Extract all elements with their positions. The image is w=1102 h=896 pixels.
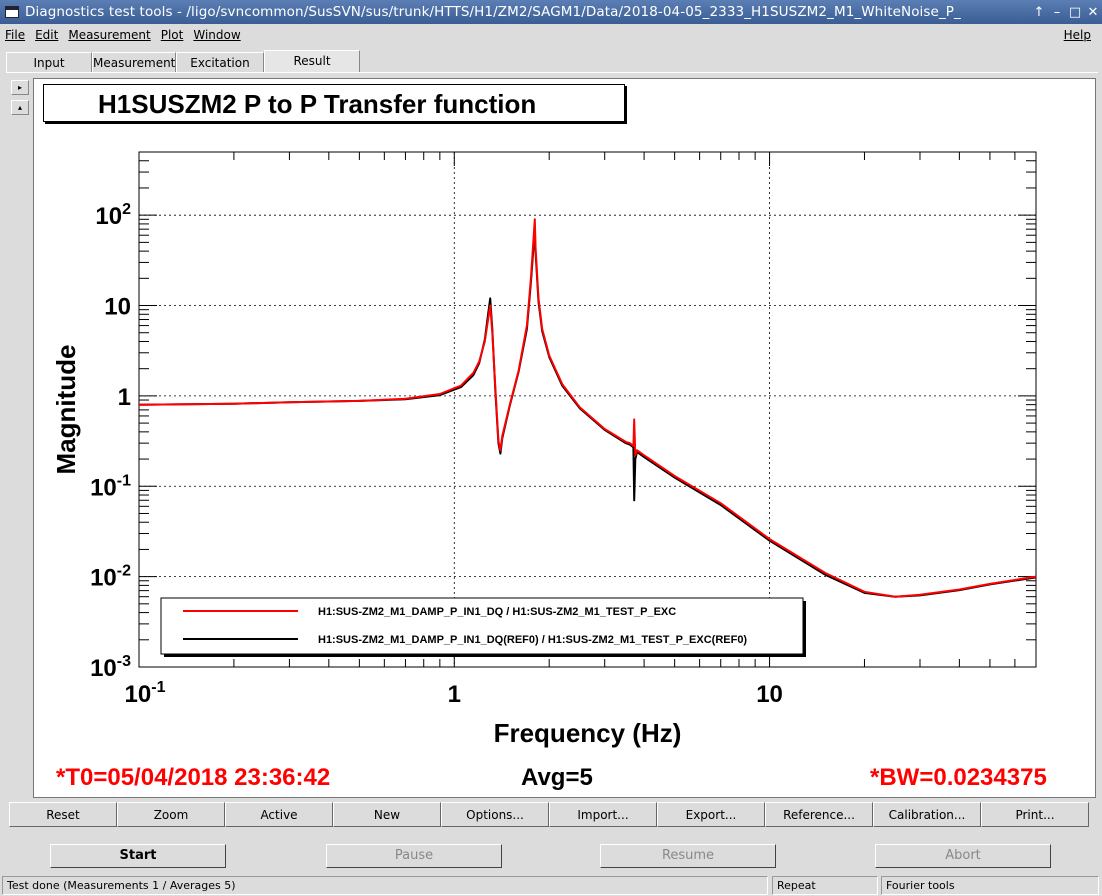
t0-label: *T0=05/04/2018 23:36:42	[56, 764, 331, 791]
expand-right-button[interactable]: ▸	[11, 80, 29, 95]
menu-file[interactable]: File	[5, 28, 26, 42]
y-tick-label: 10-1	[90, 472, 131, 501]
start-button[interactable]: Start	[50, 844, 226, 868]
status-message: Test done (Measurements 1 / Averages 5)	[2, 876, 768, 895]
tab-excitation[interactable]: Excitation	[176, 52, 264, 73]
export-button[interactable]: Export...	[657, 802, 765, 827]
series-line-measurement	[138, 218, 1037, 598]
window-icon	[5, 6, 19, 18]
menu-help[interactable]: Help	[1063, 28, 1091, 42]
reference-button[interactable]: Reference...	[765, 802, 873, 827]
new-button[interactable]: New	[333, 802, 441, 827]
close-window-icon[interactable]: ✕	[1087, 4, 1099, 20]
window-titlebar: Diagnostics test tools - /ligo/svncommon…	[0, 0, 1102, 24]
plot-pad[interactable]	[33, 78, 1096, 798]
tab-panel-border	[6, 72, 1098, 73]
abort-button[interactable]: Abort	[875, 844, 1051, 868]
status-bar: Test done (Measurements 1 / Averages 5) …	[0, 874, 1102, 896]
resume-button[interactable]: Resume	[600, 844, 776, 868]
axis-ticks	[138, 151, 1037, 668]
y-tick-label: 10	[104, 294, 131, 321]
transfer-function-chart[interactable]: 10-1 1 10 10-3 10-2 10-1 1 10 102 Frequency (Hz) M…	[0, 0, 1102, 800]
calibration-button[interactable]: Calibration...	[873, 802, 981, 827]
legend-entry: H1:SUS-ZM2_M1_DAMP_P_IN1_DQ(REF0) / H1:S…	[318, 634, 747, 646]
grid-lines	[138, 152, 1036, 668]
menu-measurement[interactable]: Measurement	[68, 28, 151, 42]
tab-measurement[interactable]: Measurement	[92, 52, 176, 73]
minimize-window-icon[interactable]: –	[1053, 4, 1061, 20]
legend-entry: H1:SUS-ZM2_M1_DAMP_P_IN1_DQ / H1:SUS-ZM2…	[318, 606, 676, 618]
x-tick-label: 10	[756, 681, 783, 708]
y-tick-label: 10-2	[90, 563, 131, 592]
shade-window-icon[interactable]: ↑	[1033, 4, 1045, 20]
tab-bar: Input Measurement Excitation Result	[6, 50, 360, 73]
plot-title: H1SUSZM2 P to P Transfer function	[43, 84, 625, 122]
import-button[interactable]: Import...	[549, 802, 657, 827]
y-tick-label: 102	[95, 201, 131, 230]
print-button[interactable]: Print...	[981, 802, 1089, 827]
menu-window[interactable]: Window	[193, 28, 241, 42]
plot-button-row: Reset Zoom Active New Options... Import.…	[9, 802, 1089, 827]
pause-button[interactable]: Pause	[326, 844, 502, 868]
x-axis-label: Frequency (Hz)	[494, 718, 682, 748]
x-tick-label: 10-1	[125, 679, 166, 708]
zoom-button[interactable]: Zoom	[117, 802, 225, 827]
menu-plot[interactable]: Plot	[160, 28, 184, 42]
y-tick-label: 10-3	[90, 653, 131, 682]
plot-axes-frame	[138, 151, 1037, 668]
avg-label: Avg=5	[521, 764, 593, 791]
menu-edit[interactable]: Edit	[35, 28, 59, 42]
y-axis-label: Magnitude	[51, 345, 81, 475]
x-tick-label: 1	[448, 681, 461, 708]
menu-bar: File Edit Measurement Plot Window Help	[0, 24, 1102, 46]
collapse-up-button[interactable]: ▴	[11, 100, 29, 115]
window-title: Diagnostics test tools - /ligo/svncommon…	[25, 4, 961, 20]
y-tick-label: 1	[118, 384, 131, 411]
tab-input[interactable]: Input	[6, 52, 92, 73]
bw-label: *BW=0.0234375	[870, 764, 1047, 791]
status-tools: Fourier tools	[881, 876, 1099, 895]
chart-legend: H1:SUS-ZM2_M1_DAMP_P_IN1_DQ / H1:SUS-ZM2…	[160, 597, 806, 657]
status-mode: Repeat	[772, 876, 878, 895]
active-button[interactable]: Active	[225, 802, 333, 827]
maximize-window-icon[interactable]: □	[1068, 4, 1082, 20]
options-button[interactable]: Options...	[441, 802, 549, 827]
tab-result[interactable]: Result	[264, 50, 360, 73]
legend-box	[160, 597, 804, 655]
reset-button[interactable]: Reset	[9, 802, 117, 827]
